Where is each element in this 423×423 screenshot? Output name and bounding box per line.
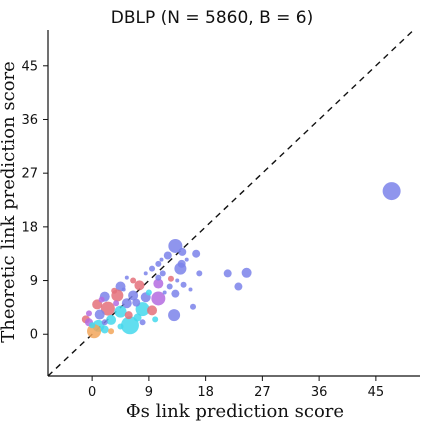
data-point xyxy=(113,300,120,307)
data-point xyxy=(143,271,148,276)
data-point xyxy=(166,283,173,290)
x-tick-label: 45 xyxy=(368,385,385,400)
y-axis-label: Theoretic link prediction score xyxy=(0,61,19,343)
data-point xyxy=(168,238,183,253)
data-point xyxy=(155,274,162,281)
reference-line xyxy=(48,30,415,376)
data-point xyxy=(106,314,117,325)
data-point xyxy=(178,247,187,256)
x-tick-label: 27 xyxy=(254,385,271,400)
data-point xyxy=(124,275,129,280)
x-tick-label: 36 xyxy=(311,385,328,400)
y-tick-label: 18 xyxy=(21,220,38,235)
data-point xyxy=(85,310,92,317)
data-point xyxy=(155,260,162,267)
data-point xyxy=(168,309,181,322)
data-point xyxy=(180,281,187,288)
data-point xyxy=(100,325,109,334)
data-point xyxy=(139,319,146,326)
data-point xyxy=(133,313,142,322)
data-point xyxy=(149,265,156,272)
data-point xyxy=(152,316,159,323)
data-point xyxy=(174,262,187,275)
data-point xyxy=(120,316,139,335)
data-point xyxy=(134,280,145,291)
data-point xyxy=(223,269,232,278)
data-point xyxy=(130,277,137,284)
data-point xyxy=(132,298,141,307)
data-point xyxy=(124,311,133,320)
data-point xyxy=(196,270,203,277)
data-point xyxy=(188,287,193,292)
data-point xyxy=(121,298,132,309)
data-point xyxy=(121,287,126,292)
data-point xyxy=(100,301,115,316)
data-point xyxy=(151,291,166,306)
data-point xyxy=(147,305,158,316)
chart-title: DBLP (N = 5860, B = 6) xyxy=(111,8,314,28)
y-tick-label: 9 xyxy=(30,274,38,289)
data-point xyxy=(94,309,105,320)
data-point xyxy=(159,257,164,262)
data-point xyxy=(89,322,96,329)
x-tick-label: 9 xyxy=(145,385,153,400)
data-point xyxy=(382,182,401,201)
y-tick-label: 36 xyxy=(21,113,38,128)
data-point xyxy=(163,251,172,260)
y-tick-label: 45 xyxy=(21,59,38,74)
data-point xyxy=(192,249,201,258)
data-point xyxy=(175,278,180,283)
y-tick-label: 27 xyxy=(21,167,38,182)
data-point xyxy=(117,323,124,330)
data-point xyxy=(111,287,118,294)
points-layer xyxy=(81,182,401,339)
data-point xyxy=(159,270,166,277)
data-point xyxy=(114,305,127,318)
data-point xyxy=(171,289,180,298)
data-point xyxy=(153,278,164,289)
data-point xyxy=(145,289,152,296)
data-point xyxy=(135,302,150,317)
y-tick-label: 0 xyxy=(30,328,38,343)
data-point xyxy=(241,267,252,278)
data-point xyxy=(108,328,115,335)
data-point xyxy=(162,290,167,295)
x-ticks: 0 9 18 27 36 45 xyxy=(88,376,384,400)
data-point xyxy=(98,296,105,303)
x-axis-label: Φs link prediction score xyxy=(126,401,344,422)
data-point xyxy=(128,290,139,301)
data-point xyxy=(234,282,243,291)
data-point xyxy=(190,303,197,310)
data-point xyxy=(184,257,189,262)
data-point xyxy=(101,319,108,326)
x-tick-label: 18 xyxy=(197,385,214,400)
y-ticks: 0 9 18 27 36 45 xyxy=(21,59,48,343)
data-point xyxy=(167,275,174,282)
x-tick-label: 0 xyxy=(88,385,96,400)
